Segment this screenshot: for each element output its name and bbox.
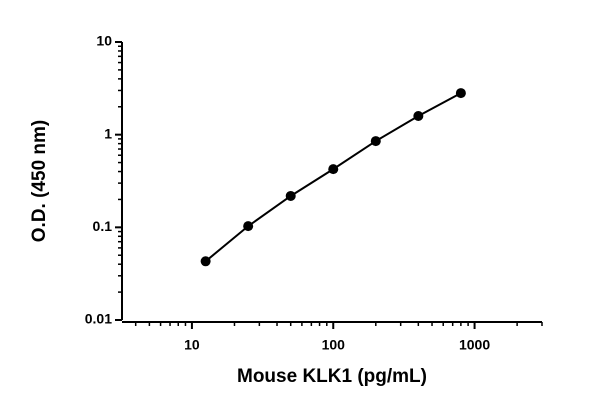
- y-tick-label: 0.01: [85, 311, 112, 327]
- data-point: [413, 111, 424, 122]
- data-point: [328, 164, 339, 175]
- x-axis-label: Mouse KLK1 (pg/mL): [237, 366, 427, 387]
- x-tick-label: 1000: [459, 337, 490, 353]
- data-point: [370, 136, 381, 147]
- x-tick-label: 10: [184, 337, 200, 353]
- data-point: [455, 88, 466, 99]
- data-point: [243, 221, 254, 232]
- x-tick-label: 100: [322, 337, 346, 353]
- y-tick-label: 10: [96, 33, 112, 49]
- y-tick-label: 0.1: [93, 218, 113, 234]
- data-point: [285, 190, 296, 201]
- y-axis-label: O.D. (450 nm): [29, 120, 50, 242]
- y-tick-label: 1: [104, 125, 112, 141]
- data-point: [200, 256, 211, 267]
